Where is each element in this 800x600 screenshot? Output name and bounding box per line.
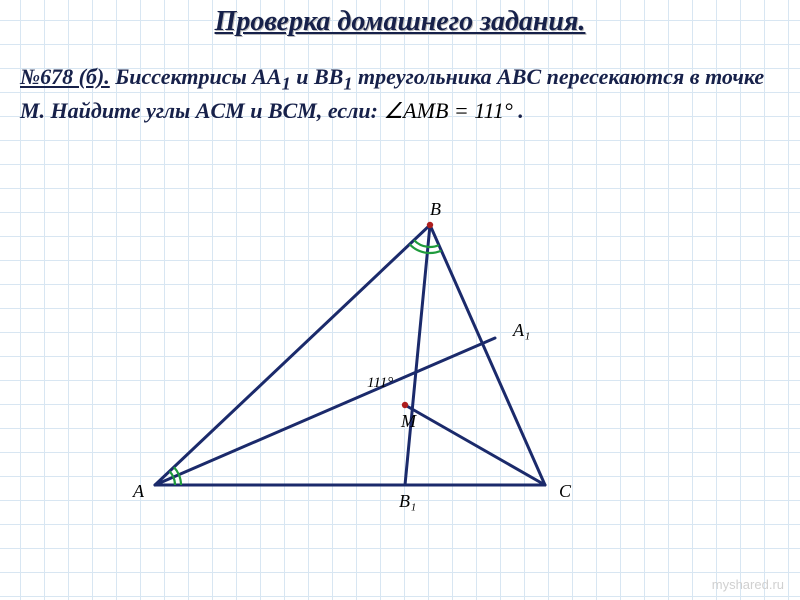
problem-text: №678 (б). Биссектрисы AA1 и BB1 треуголь… [20, 62, 780, 126]
problem-number: №678 (б). [20, 64, 110, 89]
svg-text:B₁: B₁ [399, 491, 416, 511]
svg-text:B: B [430, 199, 441, 219]
triangle-diagram: A B C A₁ B₁ M 111° [0, 180, 800, 580]
problem-body-2: и BB [291, 64, 344, 89]
problem-sub1: 1 [282, 73, 291, 93]
svg-text:M: M [400, 411, 417, 431]
problem-formula-rhs: = 111° [454, 98, 513, 123]
watermark: myshared.ru [712, 577, 784, 592]
svg-text:111°: 111° [367, 375, 393, 391]
slide-content: Проверка домашнего задания. №678 (б). Би… [0, 0, 800, 600]
problem-formula-lhs: ∠AMB [383, 98, 448, 123]
svg-text:A: A [132, 481, 145, 501]
slide-title: Проверка домашнего задания. [0, 6, 800, 38]
svg-text:A₁: A₁ [512, 320, 530, 340]
problem-body-1: Биссектрисы AA [115, 64, 281, 89]
svg-text:C: C [559, 481, 572, 501]
problem-sub2: 1 [343, 73, 352, 93]
problem-body-end: . [518, 98, 524, 123]
